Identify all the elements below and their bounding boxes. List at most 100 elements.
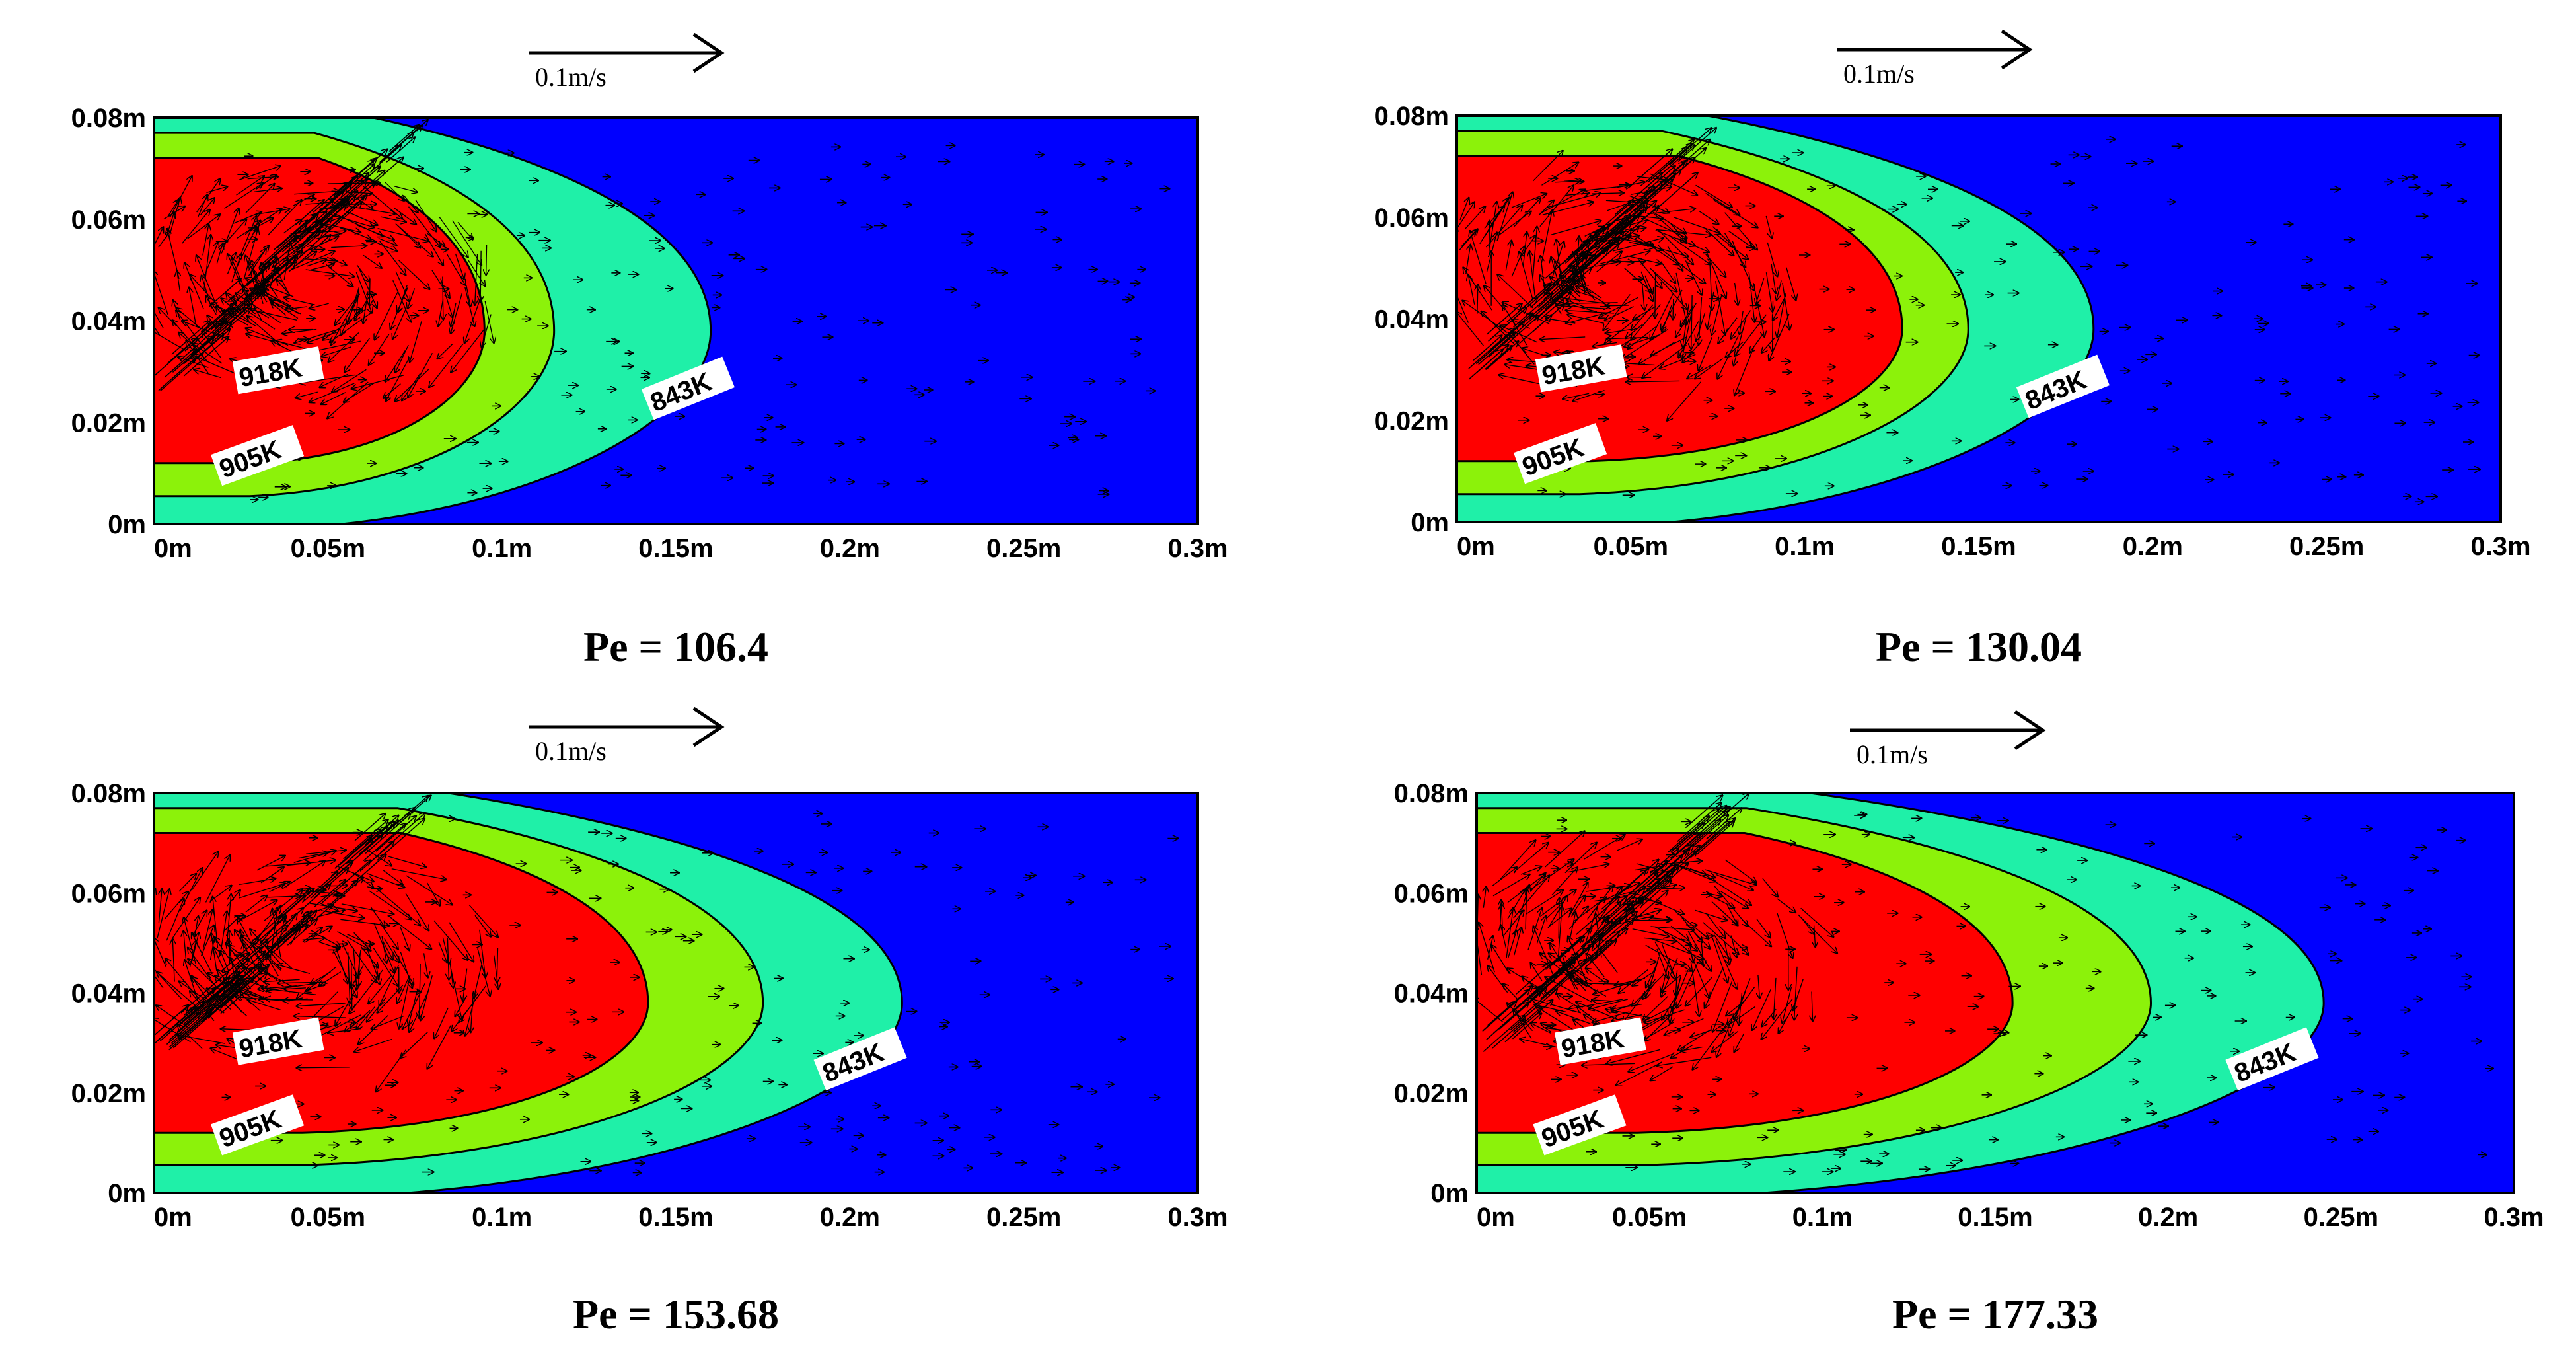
x-tick-label: 0m (154, 1203, 192, 1232)
recirculation-arrow (356, 264, 369, 282)
recirculation-arrow (1624, 268, 1652, 292)
recirculation-arrow (427, 882, 440, 906)
recirculation-arrow (247, 316, 278, 343)
recirculation-arrow (1724, 212, 1757, 250)
recirculation-arrow (1765, 272, 1773, 312)
recirculation-arrow (239, 166, 281, 180)
recirculation-arrow (187, 214, 221, 239)
recirculation-arrow (1529, 251, 1535, 296)
recirculation-arrow (158, 231, 170, 248)
reference-vector: 0.1m/s (1850, 710, 2046, 769)
recirculation-arrow (1454, 253, 1455, 279)
x-tick-label: 0.25m (2289, 532, 2364, 561)
recirculation-arrow (382, 940, 393, 960)
x-tick-label: 0.1m (472, 534, 532, 563)
plume-arrow (1644, 145, 1695, 189)
recirculation-arrow (1676, 237, 1709, 252)
recirculation-arrow (254, 209, 290, 215)
recirculation-arrow (202, 224, 209, 256)
recirculation-arrow (289, 251, 335, 271)
recirculation-arrow (337, 930, 369, 949)
recirculation-arrow (184, 262, 204, 310)
recirculation-arrow (181, 209, 210, 244)
recirculation-arrow (224, 183, 264, 209)
recirculation-arrow (277, 965, 311, 975)
recirculation-arrow (394, 186, 418, 192)
x-tick-label: 0.3m (1167, 534, 1228, 563)
recirculation-arrow (331, 246, 367, 248)
x-tick-label: 0.05m (1594, 532, 1668, 561)
plume-arrow (1533, 304, 1564, 332)
contour-panel-1: 0m 0.05m 0.1m 0.15m 0.2m 0.25m 0.3m 0m 0.02m 0.04… (71, 32, 1228, 670)
recirculation-arrow (1477, 284, 1478, 314)
recirculation-arrow (400, 1032, 428, 1059)
recirculation-arrow (254, 218, 274, 229)
recirculation-arrow (176, 308, 201, 329)
recirculation-arrow (395, 271, 410, 302)
plume-arrow (1604, 192, 1648, 231)
recirculation-arrow (378, 237, 397, 246)
plume-arrow (379, 120, 428, 163)
recirculation-arrow (196, 255, 216, 303)
recirculation-arrow (1498, 211, 1531, 236)
recirculation-arrow (298, 852, 328, 859)
recirculation-arrow (1753, 283, 1765, 337)
recirculation-arrow (395, 223, 433, 257)
recirculation-arrow (369, 334, 390, 365)
y-tick-label: 0.02m (71, 1079, 146, 1108)
recirculation-arrow (1740, 311, 1743, 334)
axis-ticks: 0m 0.05m 0.1m 0.15m 0.2m 0.25m 0.3m 0m 0.02m 0.04… (71, 104, 1228, 563)
recirculation-arrow (1695, 358, 1723, 379)
recirculation-arrow (427, 233, 445, 246)
x-tick-label: 0.2m (2138, 1203, 2198, 1232)
recirculation-arrow (1682, 307, 1693, 359)
recirculation-arrow (429, 344, 464, 388)
recirculation-vectors (154, 849, 498, 1092)
recirculation-arrow (1734, 347, 1754, 395)
plume-arrow (328, 195, 367, 229)
recirculation-arrow (268, 200, 302, 236)
recirculation-arrow (1459, 198, 1469, 221)
plume-arrow (301, 205, 346, 245)
recirculation-arrow (1484, 197, 1510, 237)
plume-arrow (344, 182, 375, 211)
recirculation-arrow (398, 260, 429, 289)
recirculation-arrow (233, 227, 256, 274)
recirculation-arrow (299, 374, 355, 383)
recirculation-arrow (1657, 229, 1693, 265)
recirculation-arrow (154, 331, 185, 350)
plume-arrow (193, 329, 231, 362)
recirculation-arrow (327, 213, 375, 227)
recirculation-arrow (354, 1038, 392, 1051)
recirculation-arrow (391, 868, 447, 880)
x-tick-label: 0.1m (1792, 1203, 1853, 1232)
recirculation-arrow (408, 288, 416, 309)
recirculation-arrow (1712, 294, 1722, 336)
y-tick-label: 0.06m (1374, 204, 1449, 233)
recirculation-arrow (231, 258, 246, 290)
recirculation-arrow (368, 975, 392, 1004)
plume-arrow (1564, 243, 1612, 285)
recirculation-arrow (1699, 297, 1702, 345)
x-tick-label: 0m (1477, 1203, 1515, 1232)
recirculation-arrow (465, 284, 471, 307)
recirculation-arrow (1649, 268, 1677, 292)
recirculation-arrow (1572, 390, 1605, 401)
recirculation-arrow (433, 920, 468, 960)
x-tick-label: 0.1m (1775, 532, 1835, 561)
plume-arrow (293, 211, 327, 241)
recirculation-arrow (398, 285, 408, 313)
y-tick-label: 0.08m (1374, 102, 1449, 131)
recirculation-arrow (206, 186, 227, 194)
recirculation-arrow (1767, 242, 1777, 277)
plume-arrow (1592, 235, 1630, 268)
recirculation-arrow (172, 939, 174, 982)
recirculation-arrow (1441, 928, 1454, 965)
recirculation-arrow (1650, 336, 1687, 356)
plume-arrow (1654, 172, 1698, 211)
recirculation-arrow (1662, 250, 1706, 284)
y-tick-label: 0m (1430, 1179, 1469, 1208)
recirculation-arrow (1533, 151, 1563, 182)
recirculation-arrow (462, 968, 468, 1001)
